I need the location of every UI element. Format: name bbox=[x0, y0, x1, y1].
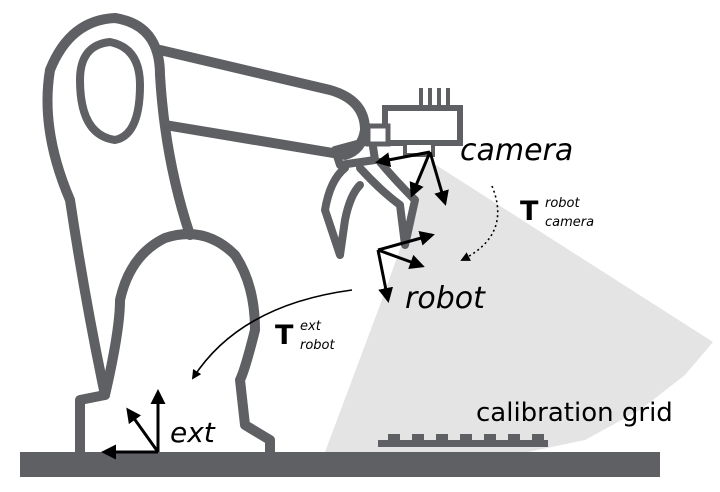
transform-subscript: camera bbox=[545, 215, 594, 230]
robot-gripper-left bbox=[321, 164, 364, 259]
robot-shoulder-inner bbox=[76, 38, 144, 144]
robot-wrist bbox=[331, 136, 379, 169]
transform-ext-robot-label: T ext robot bbox=[275, 319, 336, 353]
transform-symbol: T bbox=[520, 196, 539, 227]
transform-ext-robot-arrow bbox=[191, 289, 353, 380]
transform-subscript: robot bbox=[300, 338, 336, 353]
transform-superscript: robot bbox=[545, 196, 581, 211]
ground-plane bbox=[20, 452, 660, 477]
robot-label: robot bbox=[405, 281, 486, 316]
transform-robot-camera-arrow bbox=[460, 185, 499, 261]
transform-robot-camera-label: T robot camera bbox=[520, 196, 594, 230]
robot-upper-arm bbox=[155, 45, 370, 160]
transform-superscript: ext bbox=[300, 319, 322, 334]
camera-device bbox=[365, 88, 463, 157]
robot-arm bbox=[42, 13, 419, 457]
calibration-grid-label: calibration grid bbox=[476, 398, 673, 428]
transform-symbol: T bbox=[275, 320, 294, 351]
ext-label: ext bbox=[170, 416, 216, 449]
camera-frame-axes bbox=[375, 150, 449, 206]
calibration-grid-shape bbox=[378, 434, 548, 447]
robot-shoulder bbox=[42, 13, 195, 400]
camera-label: camera bbox=[460, 133, 573, 168]
robot-frame-axes bbox=[376, 230, 435, 303]
ext-frame-axes bbox=[101, 389, 166, 460]
robot-gripper-right bbox=[356, 158, 419, 249]
